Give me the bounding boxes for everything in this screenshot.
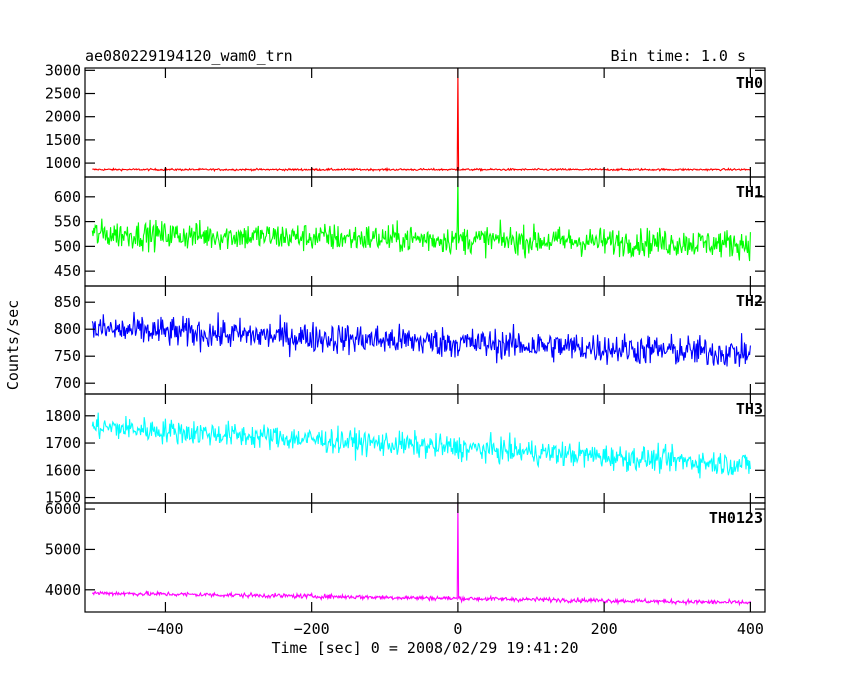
panel-frame bbox=[84, 67, 766, 178]
panel-label-th3: TH3 bbox=[736, 400, 763, 418]
y-tick-label: 1800 bbox=[45, 407, 81, 425]
panel-label-th1: TH1 bbox=[736, 183, 763, 201]
panel-label-th0: TH0 bbox=[736, 74, 763, 92]
panel-frame bbox=[84, 502, 766, 613]
y-tick-label: 1500 bbox=[45, 489, 81, 507]
y-tick-label: 1500 bbox=[45, 131, 81, 149]
y-tick-label: 1700 bbox=[45, 434, 81, 452]
y-tick-label: 450 bbox=[54, 262, 81, 280]
y-tick-label: 4000 bbox=[45, 581, 81, 599]
series-line-th0 bbox=[92, 68, 751, 173]
y-tick-label: 6000 bbox=[45, 500, 81, 518]
chart-title: ae080229194120_wam0_trn bbox=[85, 47, 293, 65]
panel-label-th0123: TH0123 bbox=[709, 509, 763, 527]
x-tick-label: −400 bbox=[147, 620, 183, 638]
y-tick-label: 5000 bbox=[45, 540, 81, 558]
series-line-th0123 bbox=[91, 503, 751, 607]
panel-th0: 1000 1500 2000 2500 3000 TH0 bbox=[45, 61, 766, 178]
x-tick-label: 0 bbox=[453, 620, 462, 638]
y-tick-label: 1000 bbox=[45, 154, 81, 172]
series-line-th3 bbox=[91, 412, 751, 479]
y-tick-label: 750 bbox=[54, 347, 81, 365]
y-tick-label: 3000 bbox=[45, 61, 81, 79]
series-line-th2 bbox=[91, 311, 751, 367]
x-tick-label: −200 bbox=[294, 620, 330, 638]
panel-th0123: 4000 5000 6000 TH0123 bbox=[45, 500, 766, 613]
panel-th2: 700 750 800 850 TH2 bbox=[54, 285, 766, 395]
y-tick-label: 500 bbox=[54, 237, 81, 255]
panel-th1: 450 500 550 600 TH1 bbox=[54, 176, 766, 287]
y-tick-label: 850 bbox=[54, 293, 81, 311]
panel-th3: 1500 1600 1700 1800 TH3 bbox=[45, 393, 766, 507]
y-tick-label: 2500 bbox=[45, 85, 81, 103]
y-tick-label: 550 bbox=[54, 213, 81, 231]
x-tick-label: 400 bbox=[737, 620, 764, 638]
bin-time-label: Bin time: 1.0 s bbox=[611, 47, 746, 65]
y-tick-label: 2000 bbox=[45, 108, 81, 126]
y-tick-label: 1600 bbox=[45, 461, 81, 479]
x-axis-label: Time [sec] 0 = 2008/02/29 19:41:20 bbox=[271, 639, 578, 657]
series-line-th1 bbox=[91, 177, 751, 262]
y-tick-label: 700 bbox=[54, 374, 81, 392]
panel-label-th2: TH2 bbox=[736, 292, 763, 310]
y-tick-label: 600 bbox=[54, 188, 81, 206]
y-tick-label: 800 bbox=[54, 320, 81, 338]
y-axis-label: Counts/sec bbox=[4, 300, 22, 390]
panel-frame bbox=[84, 176, 766, 287]
x-tick-label: 200 bbox=[591, 620, 618, 638]
